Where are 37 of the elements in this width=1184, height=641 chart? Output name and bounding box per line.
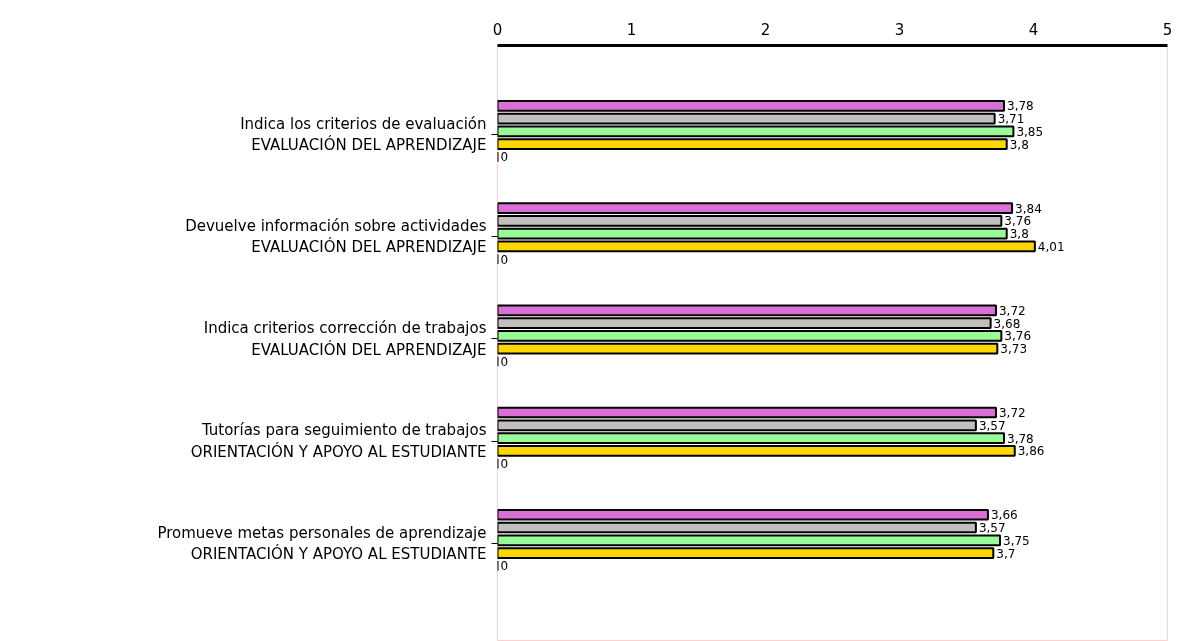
- data-label: 3,7: [996, 546, 1016, 561]
- bar: [497, 240, 1036, 253]
- data-label: 0: [500, 559, 509, 574]
- x-tick-label: 0: [492, 20, 503, 39]
- x-tick-label: 1: [626, 20, 637, 39]
- data-label: 3,86: [1017, 444, 1045, 459]
- x-tick-label: 4: [1028, 20, 1039, 39]
- y-tick-label: Tutorías para seguimiento de trabajos ORIENTACIÓN Y APOYO AL ESTUDIANTE: [190, 421, 487, 461]
- data-label: 0: [500, 457, 509, 472]
- data-label: 3,75: [1003, 533, 1030, 548]
- data-label: 0: [500, 150, 509, 165]
- data-label: 3,76: [1004, 214, 1032, 229]
- data-label: 4,01: [1037, 239, 1065, 254]
- y-tick-label: Promueve metas personales de aprendizaje ORIENTACIÓN Y APOYO AL ESTUDIANTE: [157, 523, 487, 564]
- data-label: 3,85: [1016, 124, 1044, 139]
- data-label: 3,72: [998, 303, 1026, 318]
- data-label: 3,8: [1009, 227, 1029, 242]
- y-tick-label: Devuelve información sobre actividades EVALUACIÓN DEL APRENDIZAJE: [185, 216, 487, 257]
- data-label: 0: [500, 354, 509, 369]
- x-tick-label: 3: [894, 20, 905, 39]
- data-label: 3,66: [990, 508, 1018, 523]
- data-label: 3,76: [1004, 329, 1032, 344]
- data-label: 3,72: [998, 406, 1026, 421]
- data-label: 3,57: [978, 418, 1006, 433]
- data-label: 3,84: [1015, 201, 1042, 216]
- x-tick-label: 5: [1162, 20, 1173, 39]
- data-label: 3,78: [1007, 431, 1034, 446]
- data-label: 3,8: [1009, 137, 1029, 152]
- data-label: 3,78: [1007, 99, 1034, 114]
- data-label: 3,73: [1000, 342, 1028, 357]
- data-label: 0: [500, 252, 509, 267]
- x-tick-label: 2: [760, 20, 771, 39]
- y-tick-label: Indica criterios corrección de trabajos EVALUACIÓN DEL APRENDIZAJE: [203, 319, 487, 359]
- data-label: 3,71: [997, 112, 1025, 127]
- data-label: 3,57: [978, 521, 1006, 536]
- y-tick-label: Indica los criterios de evaluación EVALUACIÓN DEL APRENDIZAJE: [240, 114, 487, 155]
- data-label: 3,68: [993, 316, 1021, 331]
